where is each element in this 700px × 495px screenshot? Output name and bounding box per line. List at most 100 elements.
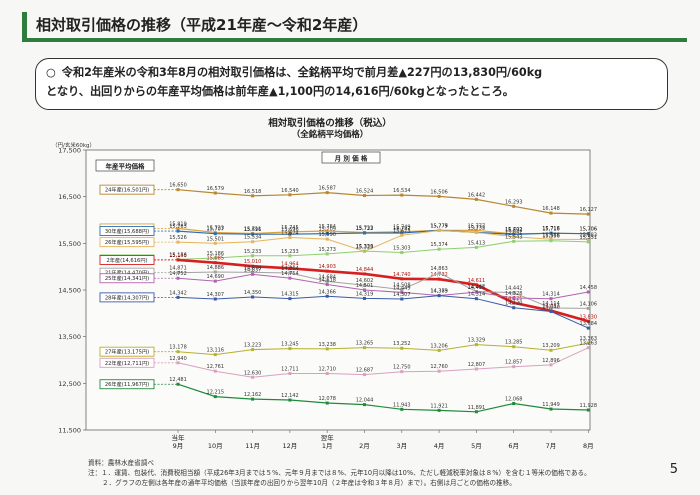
data-label: 14,903 — [318, 264, 336, 270]
data-label: 13,178 — [169, 345, 187, 351]
data-point — [325, 294, 329, 298]
data-label: 14,328 — [505, 291, 523, 297]
data-point — [288, 193, 292, 197]
data-label: 15,085 — [207, 256, 225, 262]
data-point — [400, 233, 404, 237]
data-point — [437, 277, 441, 281]
data-point — [437, 271, 441, 275]
data-label: 15,624 — [281, 231, 299, 237]
x-tick-label: 当年 — [172, 433, 186, 442]
data-point — [400, 370, 404, 374]
data-point — [586, 306, 590, 310]
x-tick-label: 翌年 — [321, 433, 335, 442]
data-point — [325, 279, 329, 283]
data-label: 13,252 — [393, 341, 411, 347]
data-label: 15,777 — [430, 223, 448, 229]
data-label: 15,273 — [318, 247, 336, 253]
data-point — [474, 290, 478, 294]
data-point — [474, 410, 478, 414]
data-point — [288, 266, 292, 270]
data-point — [586, 319, 590, 323]
data-label: 12,044 — [356, 398, 374, 404]
data-point — [213, 353, 217, 357]
data-label: 15,696 — [244, 227, 262, 233]
data-label: 12,761 — [207, 364, 225, 370]
data-point — [213, 395, 217, 399]
data-point — [512, 301, 516, 305]
data-label: 14,886 — [207, 265, 225, 271]
data-point — [474, 228, 478, 232]
x-tick-label: 1月 — [322, 442, 333, 450]
data-label: 15,707 — [207, 227, 225, 233]
data-label: 14,871 — [169, 266, 187, 272]
data-label: 11,891 — [468, 405, 486, 411]
y-tick-label: 12,500 — [58, 380, 81, 388]
data-label: 16,518 — [244, 189, 262, 195]
data-label: 15,583 — [580, 232, 598, 238]
data-point — [474, 367, 478, 371]
data-point — [512, 296, 516, 300]
data-point — [512, 365, 516, 369]
data-label: 12,078 — [318, 396, 336, 402]
series-line — [177, 271, 589, 309]
data-label: 14,455 — [468, 285, 486, 291]
data-label: 14,040 — [542, 304, 560, 310]
data-point — [437, 408, 441, 412]
data-point — [474, 197, 478, 201]
summary-line-1: 令和2年産米の令和3年8月の相対取引価格は、全銘柄平均で前月差▲227円の13,… — [61, 66, 543, 79]
data-point — [176, 271, 180, 275]
data-point — [512, 345, 516, 349]
series-legend-label: 30年産(15,688円) — [105, 227, 149, 235]
data-label: 14,366 — [318, 289, 336, 295]
data-point — [176, 188, 180, 192]
data-label: 13,245 — [281, 342, 299, 348]
x-tick-label: 5月 — [471, 442, 482, 450]
data-point — [363, 272, 366, 276]
data-point — [549, 239, 553, 243]
data-point — [251, 270, 255, 274]
data-point — [288, 232, 292, 236]
y-tick-label: 13,500 — [58, 333, 81, 341]
data-point — [363, 194, 366, 198]
data-point — [363, 283, 366, 287]
data-label: 13,830 — [580, 314, 598, 320]
data-label: 16,579 — [207, 186, 225, 192]
data-point — [549, 297, 553, 301]
data-label: 15,702 — [505, 227, 523, 233]
data-label: 13,223 — [244, 343, 262, 349]
data-point — [586, 326, 590, 330]
chart-title: 相対取引価格の推移（税込） — [268, 117, 392, 129]
data-label: 14,501 — [356, 283, 374, 289]
data-label: 14,690 — [207, 274, 225, 280]
data-label: 14,307 — [207, 292, 225, 298]
data-point — [400, 297, 404, 301]
data-point — [512, 291, 516, 295]
data-point — [176, 226, 180, 230]
data-label: 12,481 — [169, 377, 187, 383]
data-label: 11,943 — [393, 402, 411, 408]
x-tick-label: 9月 — [173, 442, 184, 450]
data-label: 15,329 — [356, 244, 374, 250]
data-label: 15,763 — [169, 224, 187, 230]
data-label: 16,524 — [356, 189, 374, 195]
data-point — [363, 296, 366, 300]
data-label: 14,864 — [281, 266, 299, 272]
data-label: 14,449 — [393, 285, 411, 291]
data-label: 15,716 — [542, 226, 560, 232]
data-point — [400, 277, 404, 281]
data-point — [288, 371, 292, 375]
data-label: 12,711 — [281, 366, 299, 372]
data-point — [251, 240, 255, 244]
series-legend-label: 27年産(13,175円) — [105, 348, 149, 356]
x-tick-label: 7月 — [546, 442, 557, 450]
data-label: 12,162 — [244, 392, 262, 398]
data-label: 14,307 — [393, 292, 411, 298]
data-label: 15,590 — [318, 232, 336, 238]
data-point — [549, 306, 553, 310]
data-label: 16,534 — [393, 188, 411, 194]
x-tick-label: 11月 — [245, 442, 260, 450]
data-label: 14,114 — [542, 301, 560, 307]
data-point — [213, 191, 217, 195]
data-label: 14,752 — [169, 271, 187, 277]
data-point — [363, 346, 366, 350]
